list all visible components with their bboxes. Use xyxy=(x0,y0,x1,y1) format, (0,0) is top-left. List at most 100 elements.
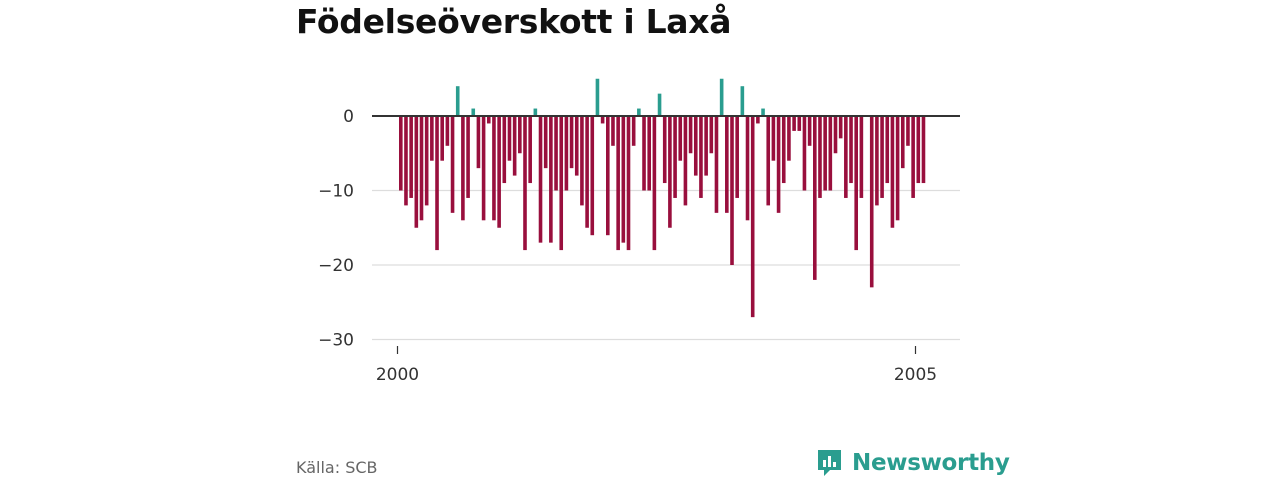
bar xyxy=(673,116,677,198)
bar xyxy=(787,116,791,161)
bar xyxy=(683,116,688,206)
bar xyxy=(921,116,926,184)
bar xyxy=(818,116,822,198)
bar xyxy=(606,116,610,236)
bar xyxy=(476,116,481,169)
bar xyxy=(756,116,760,124)
bar xyxy=(740,86,745,116)
bar xyxy=(652,116,657,251)
bar xyxy=(869,116,874,288)
bar xyxy=(430,116,434,161)
bar xyxy=(621,116,626,243)
bar xyxy=(657,93,662,116)
x-tick-label: 2000 xyxy=(376,365,419,385)
bar xyxy=(735,116,739,198)
bar xyxy=(859,116,864,198)
bar xyxy=(637,108,641,116)
bar xyxy=(875,116,879,206)
bar xyxy=(916,116,921,184)
bar xyxy=(833,116,838,154)
bar xyxy=(574,116,579,176)
bar xyxy=(414,116,419,228)
bar xyxy=(450,116,455,213)
bar xyxy=(502,116,507,184)
bar xyxy=(554,116,558,191)
bar xyxy=(880,116,884,198)
bar xyxy=(895,116,900,221)
bar xyxy=(590,116,595,236)
y-tick-label: 0 xyxy=(343,107,354,127)
bar xyxy=(699,116,703,198)
bar xyxy=(642,116,646,191)
bar xyxy=(523,116,527,251)
bar xyxy=(559,116,564,251)
bar xyxy=(419,116,424,221)
bar xyxy=(776,116,781,213)
bar xyxy=(543,116,548,169)
bar xyxy=(486,116,491,124)
bar xyxy=(662,116,667,184)
bar xyxy=(750,116,755,318)
bar-series xyxy=(399,78,926,318)
bar xyxy=(792,116,796,131)
bar xyxy=(704,116,708,176)
bar xyxy=(797,116,802,131)
bar xyxy=(533,108,538,116)
bar xyxy=(766,116,771,206)
bar xyxy=(885,116,890,184)
bar xyxy=(461,116,465,221)
bar xyxy=(481,116,486,221)
bar xyxy=(781,116,786,184)
bar xyxy=(849,116,853,184)
bar xyxy=(906,116,910,146)
bar xyxy=(900,116,905,169)
bar xyxy=(424,116,429,206)
bar xyxy=(538,116,543,243)
bar xyxy=(399,116,403,191)
bar xyxy=(678,116,683,161)
bar xyxy=(745,116,750,221)
bar xyxy=(813,116,817,280)
bar xyxy=(807,116,812,146)
bar xyxy=(823,116,827,191)
bar xyxy=(844,116,848,198)
bar xyxy=(585,116,589,228)
bar xyxy=(714,116,719,213)
newsworthy-logo[interactable]: Newsworthy xyxy=(816,446,1010,480)
bar xyxy=(409,116,413,198)
bar xyxy=(693,116,698,176)
bar xyxy=(911,116,915,198)
bar xyxy=(688,116,693,154)
bar xyxy=(518,116,522,154)
y-axis-ticks: 0 −10 −20 −30 xyxy=(318,107,354,351)
bar xyxy=(492,116,496,221)
bar xyxy=(668,116,672,228)
brand-name: Newsworthy xyxy=(852,450,1010,476)
y-tick-label: −10 xyxy=(318,182,354,202)
bar xyxy=(564,116,569,191)
bar xyxy=(497,116,501,228)
bar xyxy=(507,116,512,161)
birth-surplus-bar-chart: 0 −10 −20 −30 200020052010201520202025 xyxy=(318,78,960,385)
bar xyxy=(647,116,651,191)
source-note: Källa: SCB xyxy=(296,458,378,477)
bar xyxy=(761,108,765,116)
bar xyxy=(771,116,776,161)
bar xyxy=(512,116,517,176)
bar xyxy=(838,116,843,139)
bar xyxy=(471,108,476,116)
bar xyxy=(466,116,470,198)
bar xyxy=(828,116,833,191)
y-tick-label: −20 xyxy=(318,256,354,276)
y-tick-label: −30 xyxy=(318,331,354,351)
bar xyxy=(445,116,450,146)
bar xyxy=(730,116,734,265)
bar xyxy=(802,116,807,191)
bar xyxy=(854,116,858,251)
bar xyxy=(404,116,408,206)
bar xyxy=(611,116,615,146)
bar xyxy=(580,116,584,206)
x-axis-ticks: 200020052010201520202025 xyxy=(376,346,937,385)
bar xyxy=(709,116,714,154)
bar xyxy=(435,116,439,251)
